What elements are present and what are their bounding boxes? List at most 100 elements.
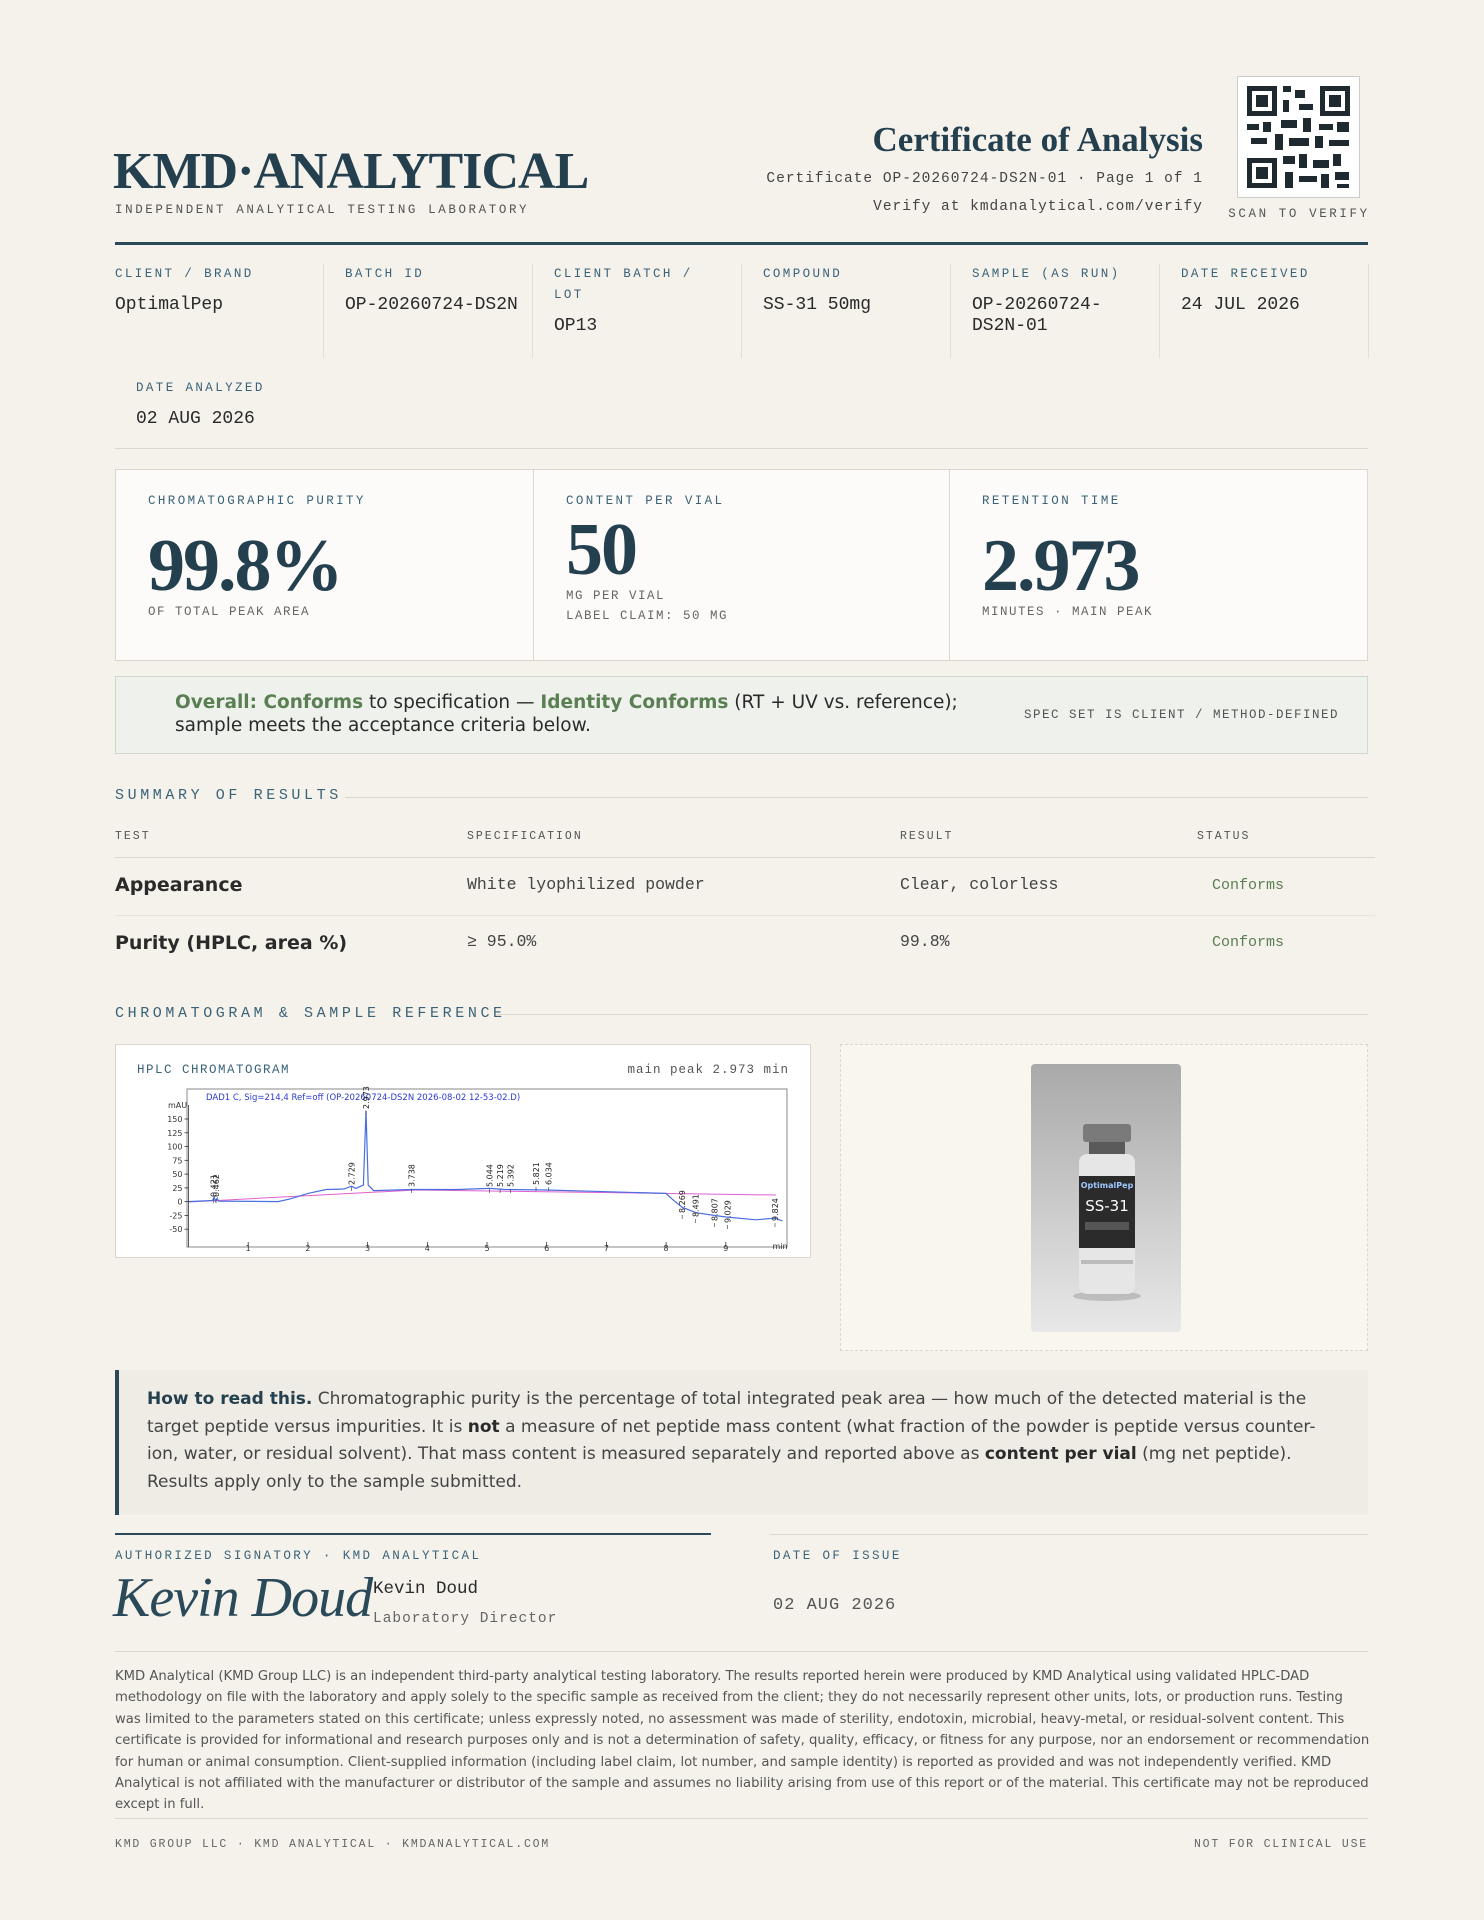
peak-label: 9.824 (771, 1198, 780, 1221)
info-cell: DATE ANALYZED 02 AUG 2026 (136, 378, 345, 472)
info-label: SAMPLE (AS RUN) (972, 267, 1121, 281)
y-tick-label: -50 (169, 1225, 182, 1234)
how-to-read: How to read this. Chromatographic purity… (115, 1370, 1368, 1515)
divider (497, 1014, 1368, 1015)
info-value: 02 AUG 2026 (136, 409, 255, 429)
overall-part: (RT + UV vs. reference); sample meets th… (175, 692, 958, 736)
section-heading: CHROMATOGRAM & SAMPLE REFERENCE (115, 1005, 506, 1022)
x-tick-label: 1 (246, 1244, 251, 1253)
text: Chromatographic purity is the percentage… (147, 1389, 1307, 1437)
emphasis: not (467, 1416, 500, 1437)
peak-label: 0.421 (210, 1174, 219, 1197)
metric-note: LABEL CLAIM: 50 MG (566, 609, 729, 623)
metric: RETENTION TIME 2.973 MINUTES · MAIN PEAK (949, 470, 1367, 660)
y-tick-label: 125 (167, 1129, 182, 1138)
peak-label: 5.392 (506, 1164, 515, 1187)
info-cell: CLIENT BATCH / LOT OP13 (533, 264, 742, 358)
x-tick-label: 6 (544, 1244, 549, 1253)
info-value: OP-20260724-DS2N-01 (972, 295, 1102, 336)
signatory-role: Laboratory Director (373, 1611, 558, 1627)
footer-left: KMD GROUP LLC · KMD ANALYTICAL · KMDANAL… (115, 1838, 551, 1851)
y-axis-label: mAU (168, 1101, 187, 1110)
signature: Kevin Doud (113, 1567, 373, 1629)
qr-code (1237, 76, 1360, 198)
y-tick-label: 0 (177, 1198, 182, 1207)
y-tick-label: 50 (172, 1170, 182, 1179)
info-label: DATE ANALYZED (136, 381, 265, 395)
info-value: 24 JUL 2026 (1181, 295, 1300, 315)
metric-value: 99.8% (148, 525, 344, 607)
peak-label: 5.219 (496, 1164, 505, 1187)
emphasis: content per vial (984, 1444, 1137, 1464)
peak-label: 0.462 (212, 1174, 221, 1197)
y-tick-label: 150 (167, 1115, 182, 1124)
text: (mg net peptide). Results apply only to … (147, 1444, 1292, 1492)
metrics-frame (115, 469, 1368, 661)
metric: CONTENT PER VIAL 50 MG PER VIAL LABEL CLAIM… (533, 470, 951, 660)
signatory-label: AUTHORIZED SIGNATORY · KMD ANALYTICAL (115, 1549, 482, 1563)
peak-label: 5.044 (486, 1164, 495, 1187)
info-cell: CLIENT / BRAND OptimalPep (115, 264, 324, 358)
x-tick-label: 4 (425, 1244, 430, 1253)
y-tick-label: 25 (172, 1184, 182, 1193)
photo-panel: OptimalPep SS-31 (840, 1044, 1368, 1351)
info-label: COMPOUND (763, 267, 843, 281)
x-tick-label: 7 (604, 1244, 609, 1253)
info-value: OptimalPep (115, 295, 224, 315)
issue-date: 02 AUG 2026 (773, 1596, 897, 1615)
divider (115, 448, 1368, 449)
peak-label: 5.821 (532, 1162, 541, 1185)
metric: CHROMATOGRAPHIC PURITY 99.8% OF TOTAL PEAK… (116, 470, 534, 660)
vial-brand: OptimalPep (1081, 1181, 1134, 1190)
info-value: SS-31 50mg (763, 295, 872, 315)
cell: Appearance (115, 874, 243, 896)
info-value: OP-20260724-DS2N (345, 295, 518, 315)
footer-right: NOT FOR CLINICAL USE (1193, 1838, 1368, 1851)
x-tick-label: 5 (484, 1244, 489, 1253)
x-tick-label: 3 (365, 1244, 370, 1253)
lead: How to read this. (147, 1389, 313, 1409)
verdict: Overall: Conforms (175, 692, 364, 713)
disclaimer: KMD Analytical (KMD Group LLC) is an ind… (115, 1669, 1370, 1813)
info-label: DATE RECEIVED (1181, 267, 1310, 281)
y-tick-label: 100 (167, 1143, 182, 1152)
cell: Conforms (1212, 934, 1285, 951)
divider (115, 1651, 1368, 1652)
divider (115, 1818, 1368, 1819)
info-cell: SAMPLE (AS RUN) OP-20260724-DS2N-01 (951, 264, 1160, 358)
cell: Purity (HPLC, area %) (115, 932, 348, 954)
metric-label: RETENTION TIME (982, 494, 1121, 508)
chromatogram: DAD1 C, Sig=214,4 Ref=off (OP-20260724-D… (167, 1086, 787, 1253)
brand: KMD·ANALYTICAL (113, 143, 589, 200)
metric-label: CONTENT PER VIAL (566, 494, 725, 508)
info-label: CLIENT BATCH / LOT (554, 267, 693, 302)
cell: Conforms (1212, 877, 1285, 894)
peak-label: 8.491 (691, 1194, 700, 1217)
tagline: INDEPENDENT ANALYTICAL TESTING LABORATOR… (115, 203, 530, 217)
info-label: BATCH ID (345, 267, 425, 281)
metric-note: OF TOTAL PEAK AREA (148, 605, 311, 619)
x-tick-label: 9 (723, 1244, 728, 1253)
vial-label: SS-31 (1085, 1197, 1129, 1215)
trace-title: DAD1 C, Sig=214,4 Ref=off (OP-20260724-D… (206, 1093, 520, 1103)
panel-title: HPLC CHROMATOGRAM (137, 1063, 291, 1077)
overall-part: to specification — (368, 692, 535, 713)
column-header: STATUS (1197, 830, 1251, 843)
column-header: SPECIFICATION (467, 830, 583, 843)
metric-value: 50 (566, 509, 638, 591)
spec-note: SPEC SET IS CLIENT / METHOD-DEFINED (1023, 708, 1339, 722)
text: a measure of net peptide mass content (w… (147, 1416, 1316, 1465)
sample-photo: OptimalPep SS-31 (1031, 1064, 1181, 1332)
cell: 99.8% (900, 932, 950, 951)
peak-label: 3.738 (408, 1164, 417, 1187)
metric-label: CHROMATOGRAPHIC PURITY (148, 494, 366, 508)
overall-text: Overall: Conforms to specification — Ide… (175, 691, 1025, 737)
info-value: OP13 (554, 316, 598, 336)
peak-label: 2.729 (347, 1162, 356, 1185)
certificate-line: Certificate OP-20260724-DS2N-01 · Page 1… (766, 171, 1203, 187)
signature-rule (115, 1533, 711, 1535)
info-cell: COMPOUND SS-31 50mg (742, 264, 951, 358)
identity: Identity Conforms (540, 692, 729, 713)
column-header: TEST (115, 830, 151, 843)
peak-label: 6.034 (545, 1162, 554, 1185)
